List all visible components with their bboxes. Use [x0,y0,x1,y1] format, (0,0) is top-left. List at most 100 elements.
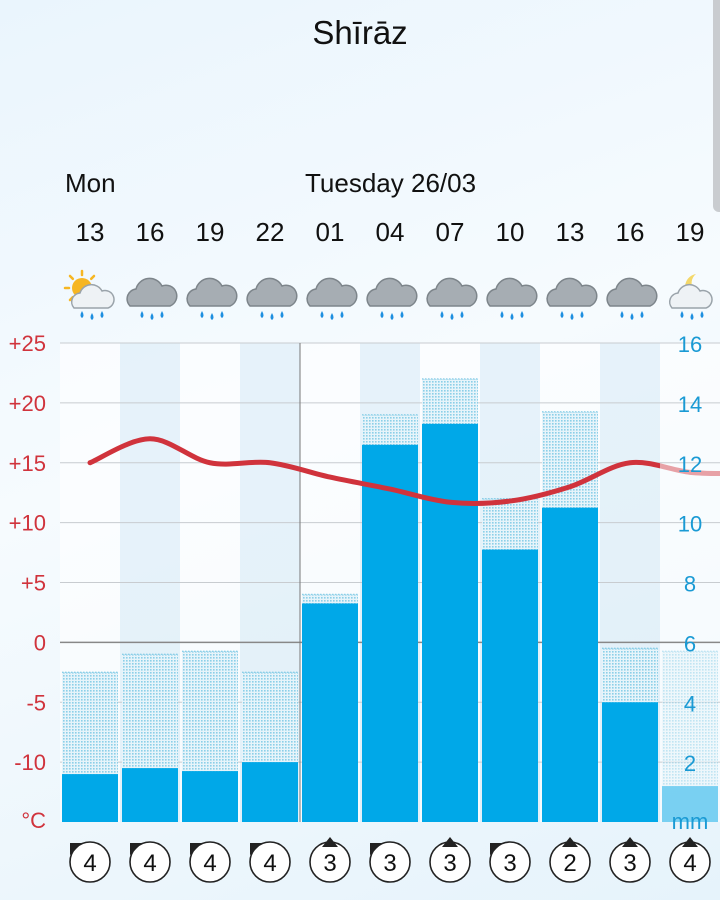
cloud-rain-icon [120,268,180,328]
sun-cloud-rain-icon [60,268,120,328]
temp-axis-label: 0 [34,630,46,655]
temp-axis-label: +25 [9,331,46,356]
precip-column [122,653,178,822]
wind-value: 4 [263,850,276,877]
precip-column [62,671,118,822]
wind-circle [129,841,171,883]
precip-axis-label: mm [672,809,709,834]
precip-bar [302,603,358,822]
precip-column [362,414,418,822]
cloud-rain-icon [180,268,240,328]
wind-direction-arrow [190,843,202,855]
hour-label: 13 [555,217,585,247]
wind-indicator: 2 [549,837,591,883]
wind-circle [249,841,291,883]
precip-bar [122,768,178,822]
precip-axis-label: 10 [678,512,702,537]
precip-bar [422,423,478,822]
precip-column [422,378,478,822]
hour-label: 22 [255,217,285,247]
precip-bar [182,771,238,822]
wind-direction-arrow [682,837,698,847]
wind-value: 3 [323,850,336,877]
cloud-rain-icon [600,268,660,328]
precip-column [302,593,358,822]
cloud-rain-icon [300,268,360,328]
precip-axis-label: 12 [678,452,702,477]
weather-icons [0,268,720,330]
day-label: Mon [65,168,116,198]
wind-direction-arrow [322,837,338,847]
precip-column [542,411,598,822]
cloud-rain-icon [480,268,540,328]
cloud-rain-icon [240,268,300,328]
precip-axis-label: 2 [684,751,696,776]
temp-axis-label: °C [21,808,46,833]
wind-direction-arrow [490,843,502,855]
hour-label: 04 [375,217,405,247]
wind-circle [189,841,231,883]
wind-value: 4 [83,850,96,877]
wind-circle [69,841,111,883]
precip-column [662,650,718,822]
precip-bar [662,786,718,822]
wind-indicator: 4 [249,841,291,883]
wind-indicator: 4 [189,841,231,883]
wind-direction-arrow [622,837,638,847]
precip-column [182,650,238,822]
wind-value: 3 [443,850,456,877]
hour-label: 16 [615,217,645,247]
wind-circle [489,841,531,883]
precip-axis-label: 16 [678,332,702,357]
hour-label: 19 [675,217,705,247]
precip-bar [242,762,298,822]
wind-circle [369,841,411,883]
temp-axis-label: +15 [9,451,46,476]
wind-direction-arrow [70,843,82,855]
precip-axis-label: 4 [684,691,696,716]
wind-indicator: 3 [429,837,471,883]
hour-label: 10 [495,217,525,247]
wind-value: 3 [503,850,516,877]
wind-value: 2 [563,850,576,877]
wind-value: 4 [203,850,216,877]
hour-labels: 13 16 19 22 01 04 07 10 13 16 19 [0,217,720,251]
hour-label: 13 [75,217,105,247]
scrollbar[interactable] [713,0,720,212]
wind-value: 4 [143,850,156,877]
precip-bar [602,702,658,822]
wind-indicator: 4 [69,841,111,883]
city-title: Shīrāz [312,14,408,51]
hour-label: 16 [135,217,165,247]
temp-axis-label: +10 [9,511,46,536]
temp-axis-label: +20 [9,391,46,416]
precip-bar [62,774,118,822]
precip-bar [482,549,538,822]
precip-column [482,497,538,822]
wind-indicator: 3 [369,841,411,883]
wind-direction-arrow [250,843,262,855]
hour-label: 19 [195,217,225,247]
wind-direction-arrow [442,837,458,847]
wind-indicator: 4 [669,837,711,883]
wind-direction-arrow [370,843,382,855]
wind-indicator: 3 [489,841,531,883]
wind-indicator: 4 [129,841,171,883]
wind-value: 3 [383,850,396,877]
wind-indicator: 3 [609,837,651,883]
precip-bar [362,444,418,822]
temp-axis-label: +5 [21,571,46,596]
wind-direction-arrow [562,837,578,847]
cloud-rain-icon [360,268,420,328]
temperature-line [87,436,660,506]
temp-axis-label: -10 [14,750,46,775]
precip-bar [542,507,598,822]
hour-label: 07 [435,217,465,247]
hour-label: 01 [315,217,345,247]
cloud-rain-icon [420,268,480,328]
wind-indicator: 3 [309,837,351,883]
wind-value: 3 [623,850,636,877]
wind-direction-arrow [130,843,142,855]
temp-axis-label: -5 [26,690,46,715]
